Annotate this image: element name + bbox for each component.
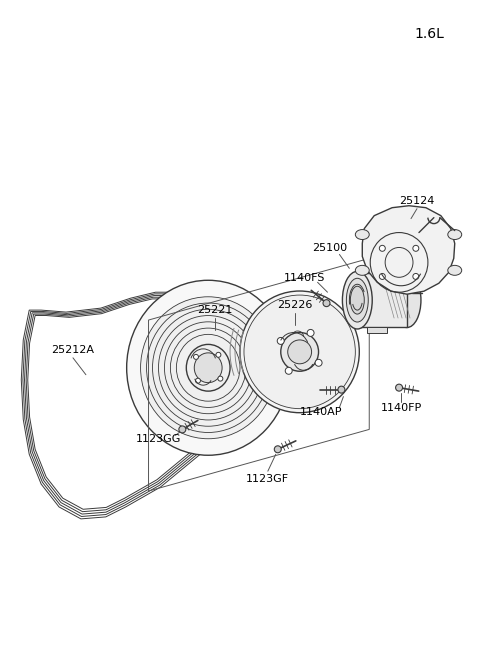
Text: 1123GF: 1123GF xyxy=(246,474,289,484)
Ellipse shape xyxy=(281,333,319,371)
Text: 25100: 25100 xyxy=(312,244,347,253)
Ellipse shape xyxy=(393,273,421,328)
Ellipse shape xyxy=(448,265,462,275)
Ellipse shape xyxy=(186,345,230,391)
Ellipse shape xyxy=(315,360,322,366)
Ellipse shape xyxy=(355,229,369,240)
Polygon shape xyxy=(367,327,387,333)
Ellipse shape xyxy=(448,229,462,240)
Ellipse shape xyxy=(179,426,186,433)
Text: 25212A: 25212A xyxy=(51,345,95,355)
Ellipse shape xyxy=(307,329,314,337)
Ellipse shape xyxy=(194,353,222,383)
Text: 1123GG: 1123GG xyxy=(136,434,181,444)
Ellipse shape xyxy=(323,299,330,307)
Ellipse shape xyxy=(244,295,355,409)
Text: 1140FS: 1140FS xyxy=(284,273,325,283)
Ellipse shape xyxy=(141,297,276,439)
Ellipse shape xyxy=(195,378,201,383)
Ellipse shape xyxy=(127,280,290,455)
Text: 1140AP: 1140AP xyxy=(300,407,343,417)
Ellipse shape xyxy=(216,352,221,358)
Ellipse shape xyxy=(379,273,385,280)
Polygon shape xyxy=(362,206,455,294)
Ellipse shape xyxy=(218,376,223,381)
Ellipse shape xyxy=(413,273,419,280)
Text: 25226: 25226 xyxy=(277,300,312,310)
Polygon shape xyxy=(357,273,407,327)
Ellipse shape xyxy=(288,340,312,364)
Ellipse shape xyxy=(396,384,403,391)
Ellipse shape xyxy=(350,286,364,314)
Ellipse shape xyxy=(413,246,419,252)
Text: 1140FP: 1140FP xyxy=(381,403,422,413)
Ellipse shape xyxy=(347,278,368,322)
Ellipse shape xyxy=(379,246,385,252)
Ellipse shape xyxy=(193,354,199,360)
Ellipse shape xyxy=(338,386,345,393)
Ellipse shape xyxy=(277,337,284,345)
Text: 25124: 25124 xyxy=(399,196,435,206)
Text: 25221: 25221 xyxy=(197,305,233,315)
Ellipse shape xyxy=(355,265,369,275)
Polygon shape xyxy=(367,267,387,273)
Ellipse shape xyxy=(342,271,372,329)
Ellipse shape xyxy=(274,446,281,453)
Ellipse shape xyxy=(240,291,360,413)
Ellipse shape xyxy=(285,367,292,374)
Text: 1.6L: 1.6L xyxy=(414,27,444,41)
